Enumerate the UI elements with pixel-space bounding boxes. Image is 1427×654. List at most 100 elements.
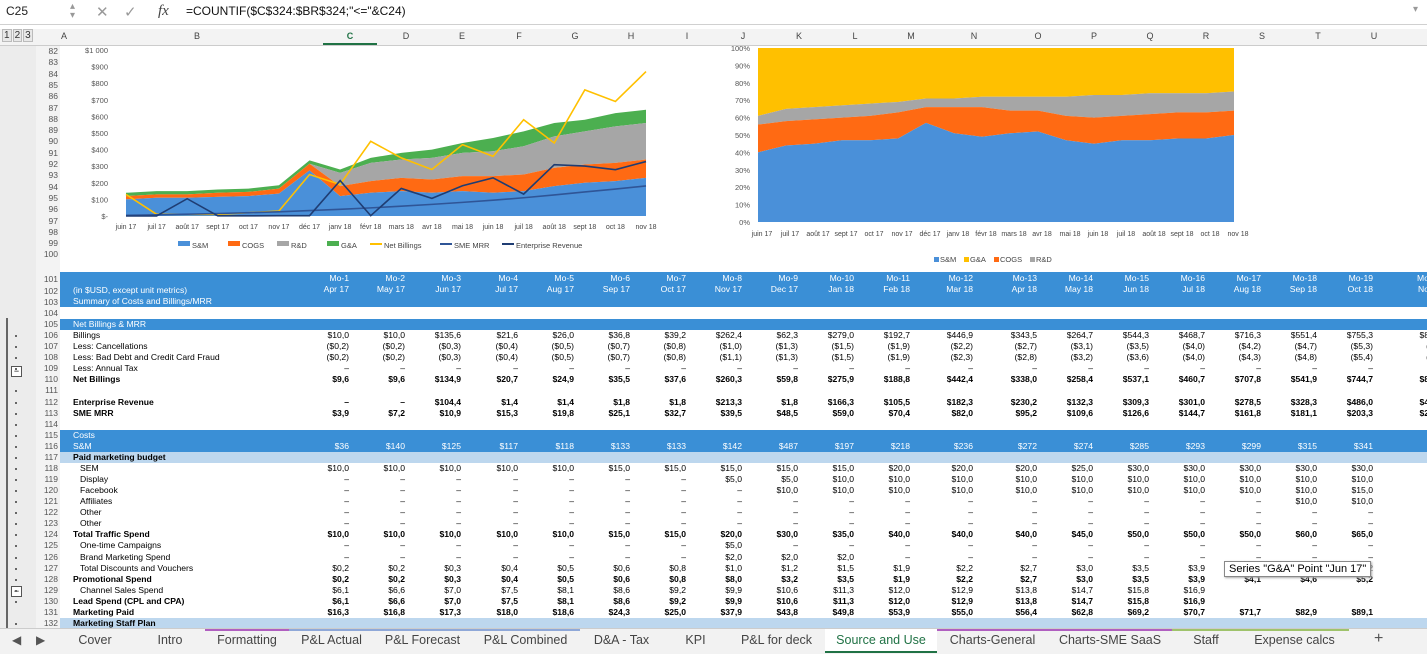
row-label[interactable]: Total Discounts and Vouchers <box>80 562 194 573</box>
table-cell[interactable]: – <box>344 507 349 518</box>
table-cell[interactable]: – <box>344 485 349 496</box>
table-cell[interactable]: $0,3 <box>444 573 461 584</box>
table-cell[interactable]: – <box>400 396 405 407</box>
table-cell[interactable]: ($5,3) <box>1350 341 1373 352</box>
table-cell[interactable]: $20,0 <box>720 529 742 540</box>
table-cell[interactable]: $7,2 <box>388 407 405 418</box>
table-cell[interactable]: – <box>737 518 742 529</box>
table-cell[interactable]: $182,3 <box>946 396 973 407</box>
row-number[interactable]: 109 <box>43 363 58 374</box>
table-cell[interactable]: $26,0 <box>552 330 574 341</box>
row-label[interactable]: Total Traffic Spend <box>73 529 150 540</box>
row-label[interactable]: One-time Campaigns <box>80 540 162 551</box>
table-cell[interactable]: $260,3 <box>715 374 742 385</box>
table-cell[interactable]: – <box>1088 551 1093 562</box>
table-cell[interactable]: – <box>625 551 630 562</box>
sheet-tab[interactable]: Charts-SME SaaS <box>1048 629 1172 651</box>
row-number[interactable]: 85 <box>48 79 58 90</box>
sheet-tab[interactable]: P&L Combined <box>471 629 580 651</box>
column-header-r[interactable]: R <box>1202 31 1210 41</box>
table-cell[interactable]: – <box>905 496 910 507</box>
table-cell[interactable]: – <box>1312 363 1317 374</box>
table-cell[interactable]: $341 <box>1353 440 1373 451</box>
table-cell[interactable]: – <box>513 496 518 507</box>
table-cell[interactable]: – <box>1088 518 1093 529</box>
table-cell[interactable]: ($3,5) <box>1126 341 1149 352</box>
table-cell[interactable]: $32,7 <box>664 407 686 418</box>
table-cell[interactable]: – <box>569 496 574 507</box>
table-cell[interactable]: $15,0 <box>720 462 742 473</box>
table-cell[interactable]: $197 <box>834 440 854 451</box>
table-cell[interactable]: $10,0 <box>888 474 910 485</box>
outline-level-1[interactable]: 1 <box>2 29 12 42</box>
table-cell[interactable]: $10,0 <box>496 529 518 540</box>
table-cell[interactable]: $132,3 <box>1066 396 1093 407</box>
table-cell[interactable]: $203,3 <box>1346 407 1373 418</box>
table-cell[interactable]: $109,6 <box>1066 407 1093 418</box>
table-cell[interactable]: – <box>1200 496 1205 507</box>
table-cell[interactable]: $7,5 <box>501 584 518 595</box>
table-cell[interactable]: $10,0 <box>1071 485 1093 496</box>
tab-prev-icon[interactable]: ◀ <box>12 633 22 647</box>
table-cell[interactable]: $10,0 <box>1183 485 1205 496</box>
table-cell[interactable]: – <box>1200 551 1205 562</box>
cancel-icon[interactable]: ✕ <box>96 4 109 21</box>
table-cell[interactable]: $10,0 <box>1295 496 1317 507</box>
table-cell[interactable]: $15,8 <box>1127 584 1149 595</box>
table-cell[interactable]: $37,6 <box>664 374 686 385</box>
column-header-a[interactable]: A <box>60 31 68 41</box>
table-cell[interactable]: $10,0 <box>1183 474 1205 485</box>
table-cell[interactable]: $2,0 <box>837 551 854 562</box>
table-cell[interactable]: $0,4 <box>501 573 518 584</box>
column-header-o[interactable]: O <box>1034 31 1042 41</box>
table-cell[interactable]: $4,1 <box>1244 573 1261 584</box>
table-cell[interactable]: $71,7 <box>1239 606 1261 617</box>
row-number[interactable]: 95 <box>48 192 58 203</box>
column-header-f[interactable]: F <box>516 31 522 41</box>
table-cell[interactable]: $5,2 <box>1356 573 1373 584</box>
table-cell[interactable]: $10,0 <box>439 462 461 473</box>
table-cell[interactable]: – <box>1368 363 1373 374</box>
table-cell[interactable]: $3,9 <box>332 407 349 418</box>
table-cell[interactable]: – <box>849 518 854 529</box>
table-cell[interactable]: – <box>968 551 973 562</box>
table-cell[interactable]: – <box>849 363 854 374</box>
table-cell[interactable]: – <box>1200 363 1205 374</box>
table-cell[interactable]: – <box>1144 518 1149 529</box>
table-cell[interactable]: – <box>569 540 574 551</box>
table-cell[interactable]: – <box>456 551 461 562</box>
table-cell[interactable]: ($0,3) <box>438 352 461 363</box>
row-number[interactable]: 107 <box>43 341 58 352</box>
table-cell[interactable]: $69,2 <box>1127 606 1149 617</box>
table-cell[interactable]: ($0,4) <box>495 341 518 352</box>
table-cell[interactable]: ($4,8) <box>1294 352 1317 363</box>
table-cell[interactable]: ($0,5) <box>551 341 574 352</box>
row-label[interactable]: Billings <box>73 330 101 341</box>
table-cell[interactable]: $166,3 <box>827 396 854 407</box>
row-number[interactable]: 132 <box>43 617 58 628</box>
row-number[interactable]: 120 <box>43 485 58 496</box>
table-cell[interactable]: $3,2 <box>781 573 798 584</box>
table-cell[interactable]: $7,5 <box>501 595 518 606</box>
row-label[interactable]: Other <box>80 507 102 518</box>
table-cell[interactable]: $14,7 <box>1071 584 1093 595</box>
table-cell[interactable]: – <box>1032 496 1037 507</box>
table-cell[interactable]: – <box>905 363 910 374</box>
table-cell[interactable]: $15,0 <box>608 529 630 540</box>
table-cell[interactable]: – <box>793 496 798 507</box>
table-cell[interactable]: – <box>569 474 574 485</box>
row-number[interactable]: 110 <box>44 374 58 385</box>
table-cell[interactable]: $5,0 <box>781 474 798 485</box>
column-header-b[interactable]: B <box>193 31 201 41</box>
table-cell[interactable]: ($2,3) <box>950 352 973 363</box>
table-cell[interactable]: $272 <box>1017 440 1037 451</box>
table-cell[interactable]: $125 <box>441 440 461 451</box>
row-number[interactable]: 118 <box>44 462 58 473</box>
table-cell[interactable]: – <box>1032 518 1037 529</box>
table-cell[interactable]: $0,2 <box>388 562 405 573</box>
row-number[interactable]: 102 <box>43 286 58 296</box>
table-cell[interactable]: – <box>400 485 405 496</box>
table-cell[interactable]: $10,0 <box>1351 496 1373 507</box>
table-cell[interactable]: – <box>1312 540 1317 551</box>
table-cell[interactable]: $7,0 <box>444 584 461 595</box>
